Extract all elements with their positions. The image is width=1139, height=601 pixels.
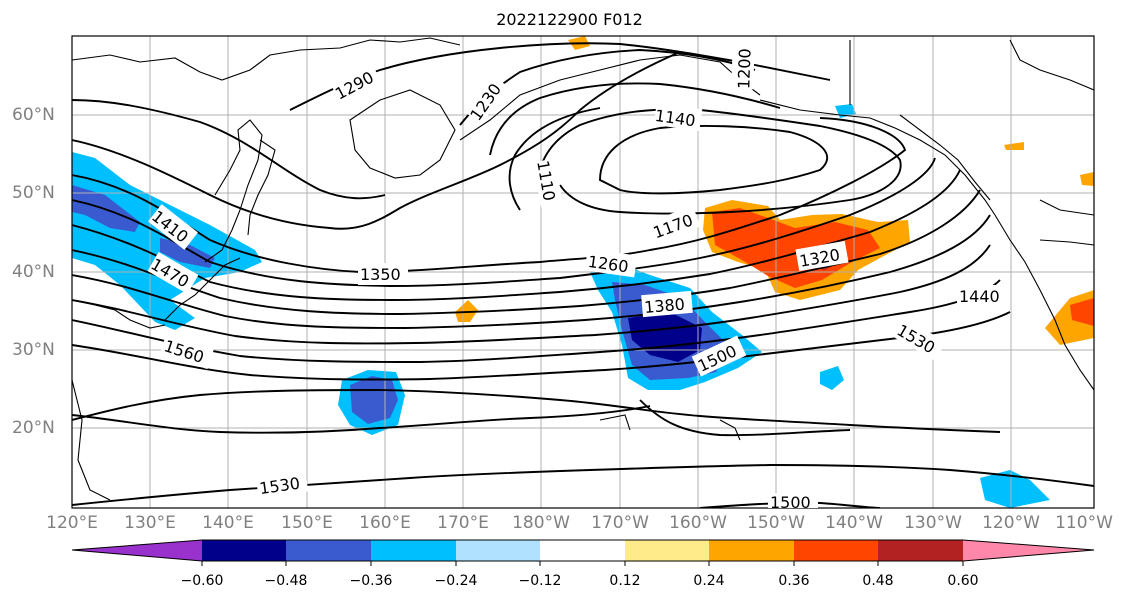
neg-anomaly-west-core2 (160, 238, 215, 268)
pos-anomaly-dot3 (1004, 142, 1024, 150)
lon-label: 150°W (747, 513, 805, 533)
colorbar-segment (540, 540, 625, 561)
lat-label: 20°N (12, 418, 55, 438)
colorbar-segment (456, 540, 540, 561)
colorbar-segment (794, 540, 878, 561)
plot-frame (71, 35, 1095, 509)
contour-label: 1500 (770, 493, 811, 512)
pos-anomaly-east-core (712, 208, 880, 288)
colorbar-tick-label: 0.60 (947, 573, 979, 589)
colorbar-tick-label: −0.60 (180, 573, 224, 589)
lat-label: 30°N (12, 340, 55, 360)
pos-anomaly-dot1 (455, 300, 478, 322)
lon-label: 120°E (46, 513, 98, 533)
lon-label: 120°W (982, 513, 1040, 533)
colorbar-extend-low (72, 540, 202, 561)
lon-label: 130°E (124, 513, 176, 533)
colorbar-tick-label: −0.12 (518, 573, 562, 589)
lon-label: 160°E (359, 513, 411, 533)
coastlines (72, 37, 1094, 501)
lon-label: 160°W (669, 513, 727, 533)
neg-anomaly-small-core (350, 376, 398, 424)
map-title: 2022122900 F012 (496, 10, 643, 29)
colorbar-segment (625, 540, 709, 561)
colorbar-tick-label: 0.48 (862, 573, 894, 589)
colorbar-tick-label: −0.36 (349, 573, 393, 589)
lat-label: 60°N (12, 105, 55, 125)
lon-label: 170°W (591, 513, 649, 533)
colorbar-extend-high (963, 540, 1094, 561)
colorbar-tick-label: −0.48 (264, 573, 308, 589)
lon-label: 140°W (825, 513, 883, 533)
colorbar-tick-label: 0.24 (693, 573, 725, 589)
colorbar-segment (371, 540, 456, 561)
height-contours (72, 42, 1094, 508)
lon-label: 170°E (437, 513, 489, 533)
contour-label: 1350 (360, 265, 401, 284)
lon-label: 150°E (281, 513, 333, 533)
contour-label: 1380 (643, 294, 685, 316)
lat-label: 40°N (12, 262, 55, 282)
colorbar-segment (709, 540, 794, 561)
lat-label: 50°N (12, 183, 55, 203)
contour-label: 1440 (959, 287, 1000, 306)
pos-anomaly-coast-core (1070, 298, 1094, 326)
neg-anomaly-se (980, 470, 1050, 508)
lon-label: 140°E (202, 513, 254, 533)
lon-label: 110°W (1055, 513, 1113, 533)
colorbar (71, 539, 1095, 566)
contour-label: 1200 (734, 48, 754, 89)
colorbar-tick-label: 0.36 (778, 573, 810, 589)
colorbar-segment (202, 540, 286, 561)
colorbar-tick-label: 0.12 (609, 573, 641, 589)
lon-label: 130°W (904, 513, 962, 533)
colorbar-tick-label: −0.24 (434, 573, 478, 589)
neg-anomaly-dot1 (820, 366, 844, 390)
lon-label: 180°W (512, 513, 570, 533)
pos-anomaly-dot4 (1080, 172, 1094, 186)
colorbar-segment (286, 540, 371, 561)
contour-label: 1170 (651, 210, 696, 242)
colorbar-segment (878, 540, 963, 561)
